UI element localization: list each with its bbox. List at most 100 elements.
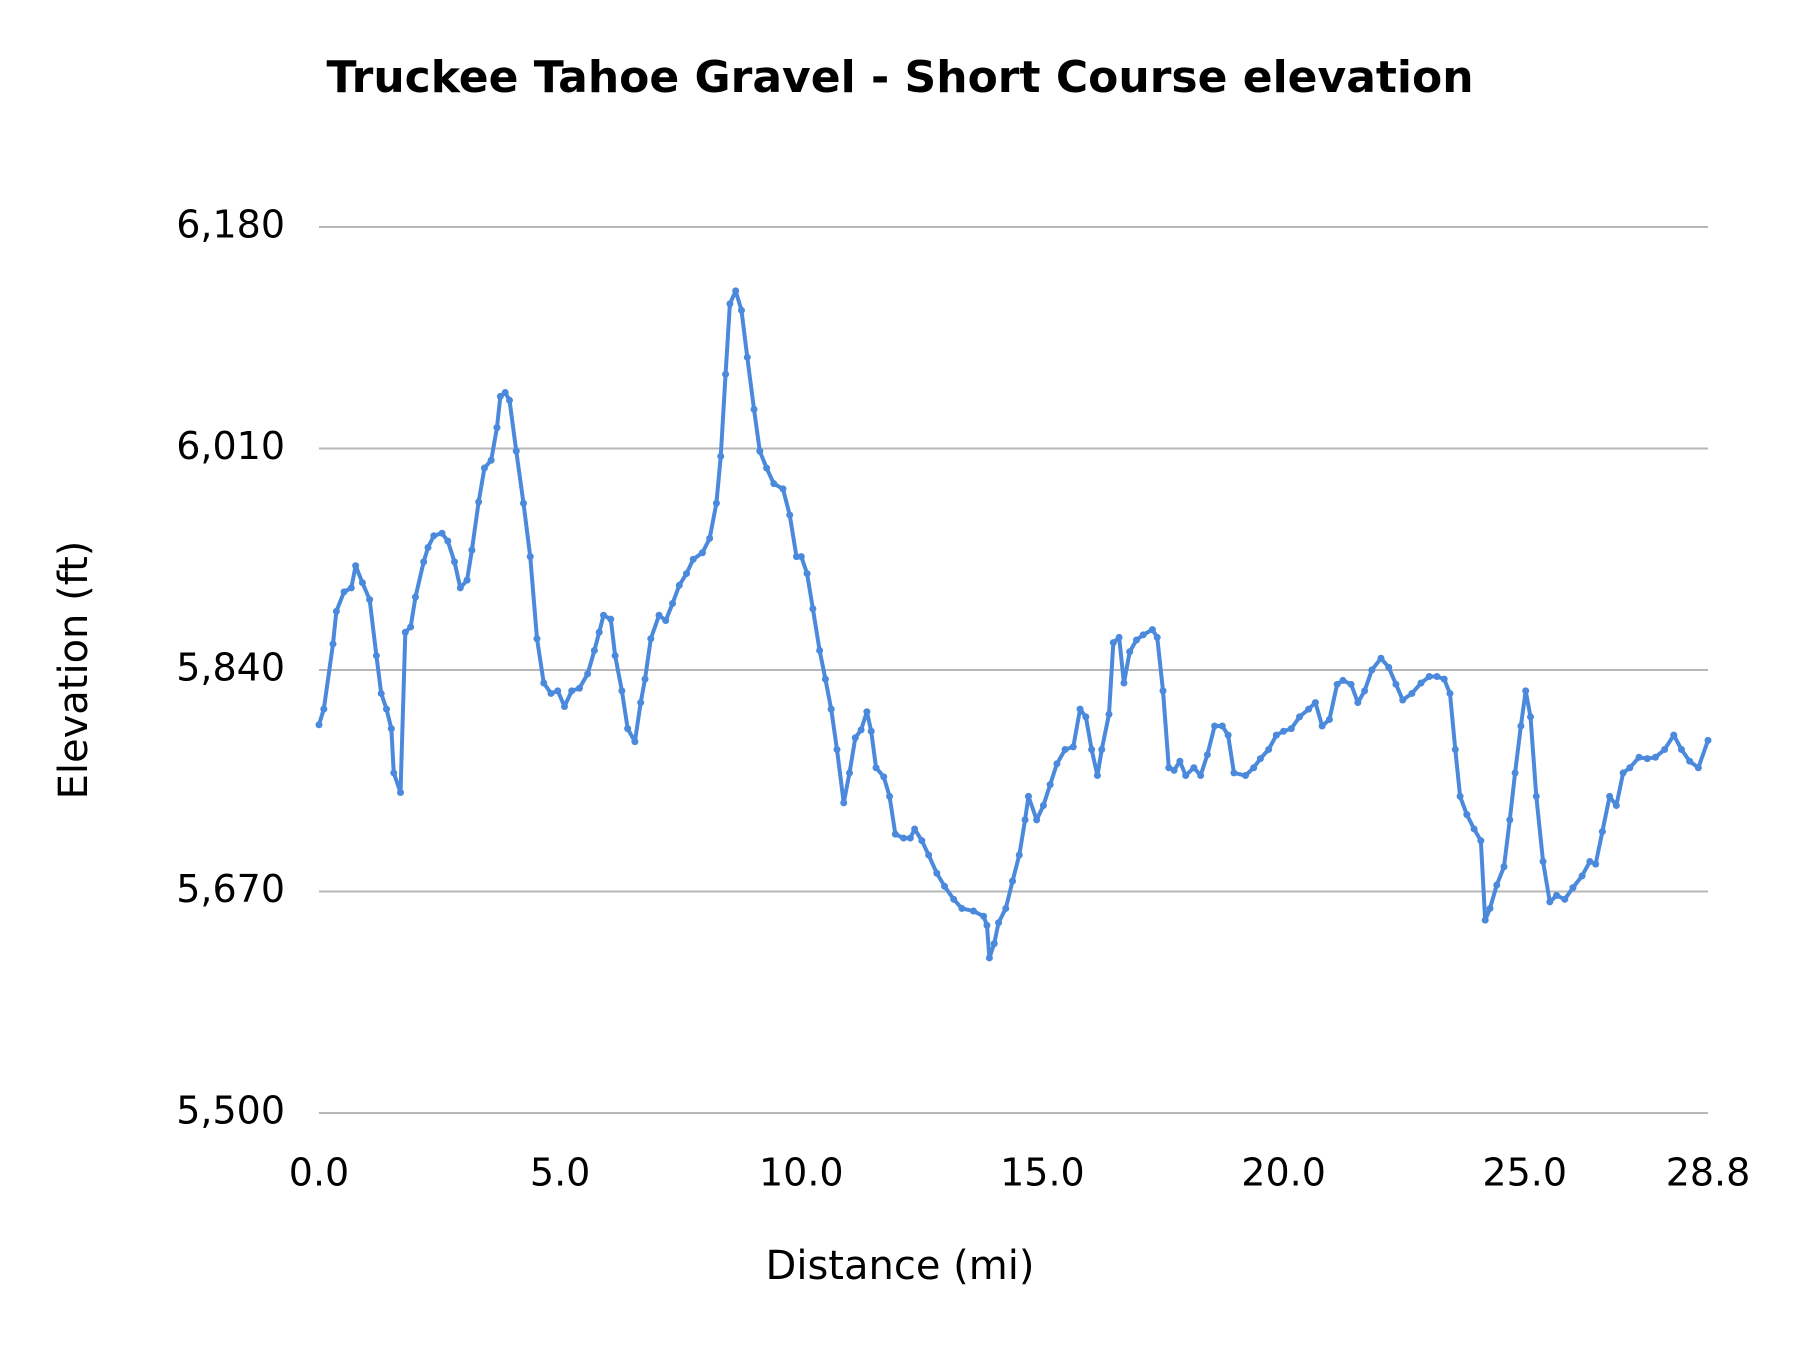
point	[1241, 772, 1249, 780]
point	[420, 558, 428, 566]
point	[911, 825, 919, 833]
point	[717, 452, 725, 460]
point	[809, 605, 817, 613]
point	[372, 652, 380, 660]
point	[641, 675, 649, 683]
point	[706, 534, 714, 542]
point	[1511, 769, 1519, 777]
point	[1440, 675, 1448, 683]
point	[1493, 881, 1501, 889]
point	[1132, 636, 1140, 644]
point	[547, 689, 555, 697]
x-tick-label: 25.0	[1482, 1151, 1567, 1195]
point	[1470, 825, 1478, 833]
point	[512, 447, 520, 455]
point	[1481, 916, 1489, 924]
point	[1561, 895, 1569, 903]
point	[1295, 713, 1303, 721]
point	[315, 721, 323, 729]
point	[797, 553, 805, 561]
point	[1612, 802, 1620, 810]
point	[411, 593, 419, 601]
point	[1539, 858, 1547, 866]
point	[906, 834, 914, 842]
point	[880, 773, 888, 781]
point	[575, 684, 583, 692]
point	[1486, 904, 1494, 912]
point	[1704, 736, 1712, 744]
point	[1061, 745, 1069, 753]
point	[358, 579, 366, 587]
point	[900, 834, 908, 842]
point	[611, 652, 619, 660]
point	[1109, 639, 1117, 647]
point	[983, 921, 991, 929]
point	[340, 588, 348, 596]
point	[1446, 689, 1454, 697]
point	[1425, 673, 1433, 681]
point	[958, 904, 966, 912]
point	[1506, 816, 1514, 824]
point	[933, 869, 941, 877]
point	[786, 511, 794, 519]
y-axis-title: Elevation (ft)	[51, 541, 97, 800]
point	[990, 940, 998, 948]
point	[1546, 898, 1554, 906]
point	[1088, 745, 1096, 753]
point	[468, 546, 476, 554]
point	[1076, 705, 1084, 713]
point	[533, 635, 541, 643]
point	[1305, 705, 1313, 713]
point	[1399, 696, 1407, 704]
point	[925, 851, 933, 859]
point	[1392, 680, 1400, 688]
point	[1120, 679, 1128, 687]
point	[1661, 745, 1669, 753]
point	[1082, 713, 1090, 721]
point	[624, 725, 632, 733]
point	[383, 705, 391, 713]
point	[1170, 766, 1178, 774]
point	[1553, 891, 1561, 899]
point	[618, 687, 626, 695]
y-tick-label: 5,840	[176, 646, 285, 690]
x-tick-label: 5.0	[530, 1151, 590, 1195]
point	[329, 640, 337, 648]
point	[526, 553, 534, 561]
point	[1256, 755, 1264, 763]
point	[1203, 751, 1211, 759]
point	[980, 912, 988, 920]
point	[424, 544, 432, 552]
point	[568, 687, 576, 695]
y-tick-label: 5,670	[176, 867, 285, 911]
point	[722, 370, 730, 378]
point	[1635, 753, 1643, 761]
point	[1265, 745, 1273, 753]
point	[1105, 710, 1113, 718]
point	[792, 553, 800, 561]
point	[1592, 860, 1600, 868]
point	[487, 456, 495, 464]
point	[501, 388, 509, 396]
point	[1677, 745, 1685, 753]
point	[1126, 648, 1134, 656]
point	[590, 646, 598, 654]
point	[506, 396, 514, 404]
point	[1619, 769, 1627, 777]
point	[1377, 654, 1385, 662]
point	[1606, 792, 1614, 800]
point	[1024, 792, 1032, 800]
point	[1069, 743, 1077, 751]
y-tick-label: 6,010	[176, 424, 285, 468]
point	[1569, 884, 1577, 892]
point	[1230, 769, 1238, 777]
point	[390, 769, 398, 777]
y-tick-label: 5,500	[176, 1089, 285, 1133]
point	[1280, 727, 1288, 735]
point	[1053, 760, 1061, 768]
point	[732, 287, 740, 295]
point	[737, 306, 745, 314]
y-tick-label: 6,180	[176, 203, 285, 247]
